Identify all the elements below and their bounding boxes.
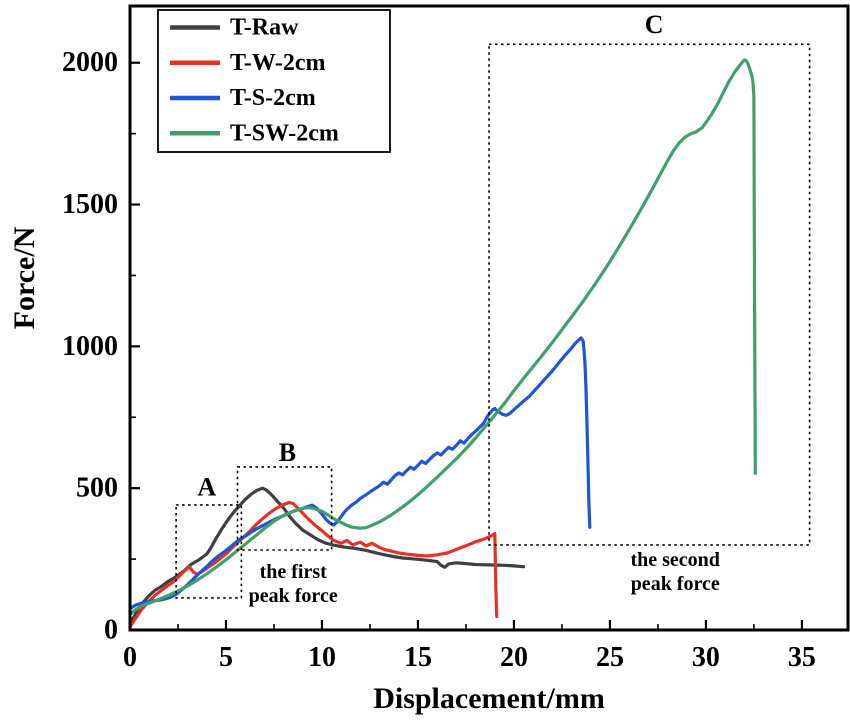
series-group <box>128 58 757 629</box>
legend-entry-T-W-2cm: T-W-2cm <box>170 50 326 76</box>
annotation-text-0-line-1: peak force <box>249 585 338 607</box>
svg-text:5: 5 <box>219 642 233 673</box>
annotation-text-1-line-0: the second <box>630 549 719 571</box>
legend-entry-T-Raw: T-Raw <box>170 15 299 41</box>
svg-text:1500: 1500 <box>62 189 118 220</box>
svg-text:1000: 1000 <box>62 331 118 362</box>
svg-text:15: 15 <box>404 642 432 673</box>
legend-box <box>157 9 391 153</box>
svg-text:35: 35 <box>788 642 816 673</box>
annotation-box-B <box>236 466 333 551</box>
annotation-label-A: A <box>197 472 216 501</box>
series-line-T-W-2cm <box>128 500 499 629</box>
svg-text:500: 500 <box>76 473 118 504</box>
legend-label-T-S-2cm: T-S-2cm <box>230 85 316 111</box>
legend-label-T-Raw: T-Raw <box>230 15 299 41</box>
annotation-text-1-line-1: peak force <box>631 573 720 595</box>
svg-text:25: 25 <box>596 642 624 673</box>
svg-text:20: 20 <box>500 642 528 673</box>
x-axis-tick-labels: 0 5 10 15 20 25 30 35 <box>123 642 816 673</box>
annotation-box-C <box>488 43 811 546</box>
series-line-T-SW-2cm <box>128 58 757 616</box>
axis-ticks <box>128 61 804 632</box>
annotation-text-0-line-0: the first <box>260 561 328 583</box>
series-line-T-S-2cm <box>128 336 592 611</box>
y-axis-title: Force/N <box>8 226 41 329</box>
svg-text:30: 30 <box>692 642 720 673</box>
y-axis-tick-labels: 0 500 1000 1500 2000 <box>62 47 118 645</box>
annotation-box-A <box>175 504 243 599</box>
annotation-label-C: C <box>645 10 664 39</box>
svg-text:0: 0 <box>104 615 118 646</box>
legend-entry-T-S-2cm: T-S-2cm <box>170 85 316 111</box>
legend-label-T-SW-2cm: T-SW-2cm <box>230 120 339 146</box>
legend-label-T-W-2cm: T-W-2cm <box>230 50 326 76</box>
plot-frame <box>128 4 850 632</box>
legend-entry-T-SW-2cm: T-SW-2cm <box>170 120 339 146</box>
svg-text:2000: 2000 <box>62 47 118 78</box>
svg-text:0: 0 <box>123 642 137 673</box>
svg-text:10: 10 <box>308 642 336 673</box>
annotation-label-B: B <box>279 438 296 467</box>
legend: T-Raw T-W-2cm T-S-2cm T-SW-2cm <box>157 9 391 153</box>
x-axis-title: Displacement/mm <box>373 682 605 715</box>
